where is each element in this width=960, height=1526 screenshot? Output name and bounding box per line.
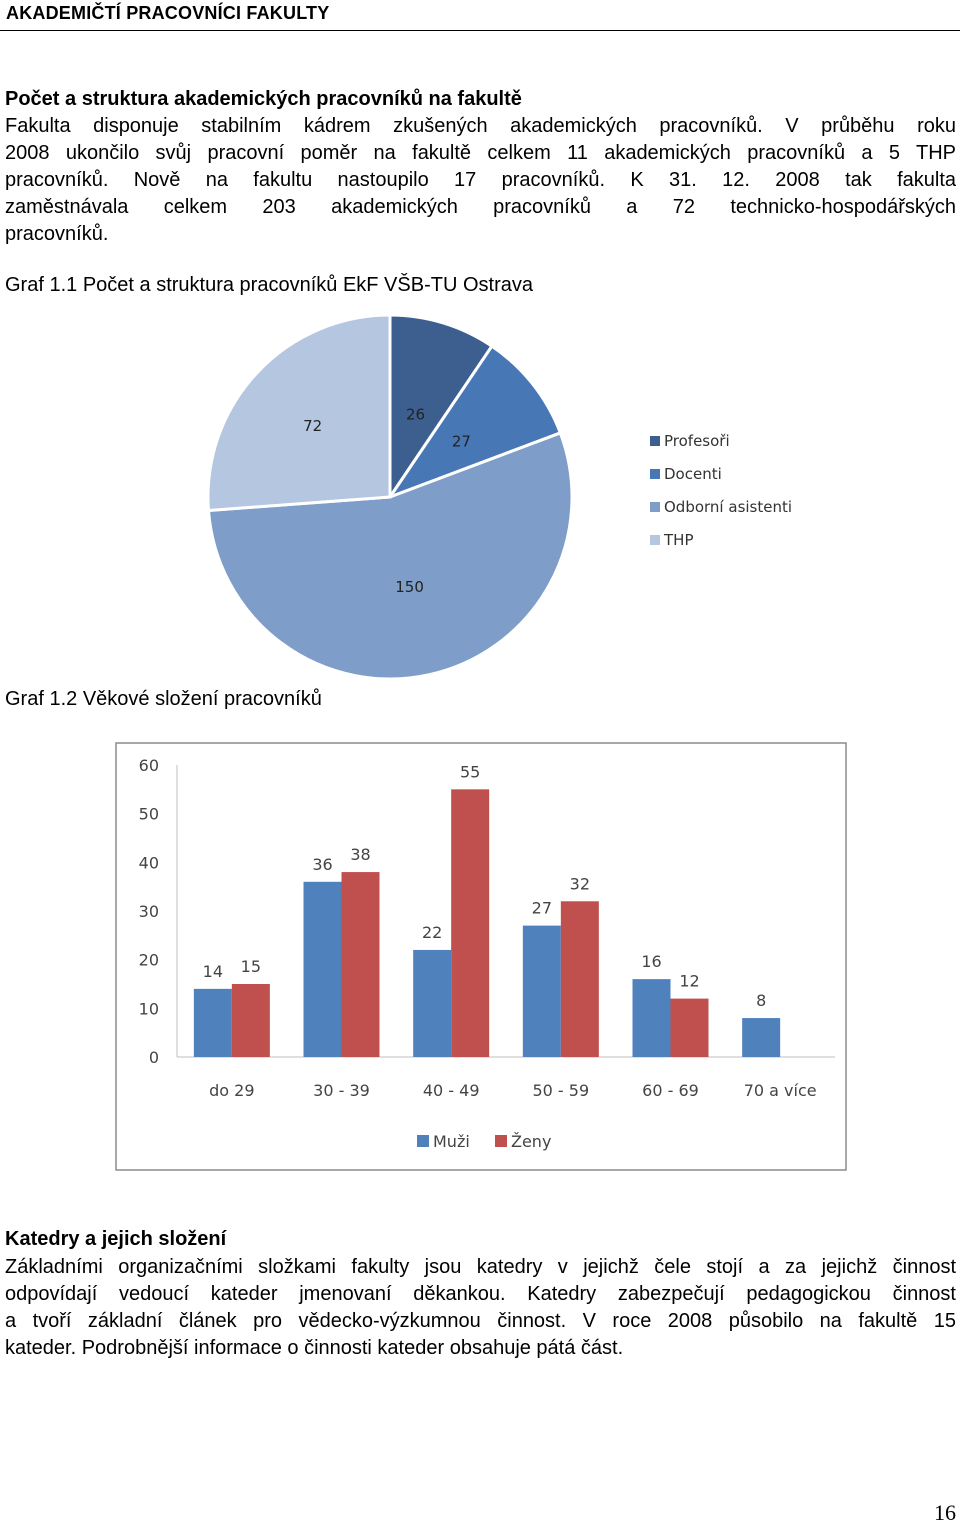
- bar-data-label: 32: [570, 874, 590, 893]
- bar-data-label: 27: [532, 899, 552, 918]
- bar: [231, 984, 270, 1057]
- pie-chart: 26 27 150 72 Profesoři Docenti Odborní asisten…: [206, 313, 792, 681]
- pie-slice: [206, 430, 574, 681]
- bar: [632, 979, 671, 1057]
- section1-line: pracovníků.: [5, 223, 109, 245]
- section2-line: kateder. Podrobnější informace o činnost…: [5, 1337, 624, 1359]
- legend-label: Docenti: [664, 465, 722, 483]
- page-header: AKADEMIČTÍ PRACOVNÍCI FAKULTY: [0, 0, 960, 31]
- section2-line: odpovídají vedoucí kateder jmenovaní děk…: [5, 1283, 956, 1305]
- bar: [670, 998, 709, 1057]
- pie-data-label: 27: [452, 433, 471, 451]
- x-tick-label: 70 a více: [744, 1081, 817, 1100]
- bar-data-label: 38: [350, 845, 370, 864]
- graph1-caption: Graf 1.1 Počet a struktura pracovníků Ek…: [5, 274, 533, 296]
- page-number: 16: [934, 1500, 956, 1525]
- legend-swatch: [650, 436, 660, 446]
- graph2-caption: Graf 1.2 Věkové složení pracovníků: [5, 688, 322, 710]
- bar-data-label: 12: [679, 972, 699, 991]
- bar-chart: 0 10 20 30 40 50 60 14 15 do 29 36 38 30 - 39 22 55 40 …: [115, 742, 847, 1171]
- legend-swatch: [650, 535, 660, 545]
- x-tick-label: do 29: [209, 1081, 254, 1100]
- bar-data-label: 15: [241, 957, 261, 976]
- y-tick-label: 30: [139, 902, 159, 921]
- legend-swatch: [650, 469, 660, 479]
- section1-heading: Počet a struktura akademických pracovník…: [5, 88, 522, 110]
- section1-line: pracovníků. Nově na fakultu nastoupilo 1…: [5, 169, 956, 191]
- section1-paragraph: Fakulta disponuje stabilním kádrem zkuše…: [5, 113, 956, 248]
- bar: [413, 949, 452, 1057]
- legend-label: Muži: [433, 1132, 470, 1151]
- y-tick-label: 40: [139, 853, 159, 872]
- section2-line: Základními organizačními složkami fakult…: [5, 1256, 956, 1278]
- legend-swatch: [650, 502, 660, 512]
- legend-swatch: [417, 1135, 429, 1147]
- pie-data-label: 72: [303, 417, 322, 435]
- legend-label: Odborní asistenti: [664, 498, 792, 516]
- legend-label: Profesoři: [664, 432, 730, 450]
- y-tick-label: 60: [139, 756, 159, 775]
- x-tick-label: 40 - 49: [423, 1081, 480, 1100]
- legend-label: Ženy: [511, 1132, 551, 1151]
- pie-data-label: 26: [406, 405, 425, 423]
- y-tick-label: 0: [149, 1048, 159, 1067]
- bar-data-label: 55: [460, 762, 480, 781]
- legend-swatch: [495, 1135, 507, 1147]
- section2-paragraph: Základními organizačními složkami fakult…: [5, 1254, 956, 1362]
- section2-heading: Katedry a jejich složení: [5, 1228, 227, 1250]
- bar: [522, 925, 561, 1057]
- pie-slice: [388, 313, 494, 502]
- y-tick-label: 10: [139, 999, 159, 1018]
- pie-data-label: 150: [395, 578, 424, 596]
- legend-label: THP: [663, 531, 694, 549]
- bar-data-label: 36: [312, 855, 332, 874]
- y-tick-label: 20: [139, 951, 159, 970]
- section1-line: Fakulta disponuje stabilním kádrem zkuše…: [5, 115, 956, 137]
- section2-line: a tvoří základní článek pro vědecko-výzk…: [5, 1310, 956, 1332]
- section1-line: zaměstnávala celkem 203 akademických pra…: [5, 196, 956, 218]
- bar-data-label: 16: [641, 952, 661, 971]
- section1-line: 2008 ukončilo svůj pracovní poměr na fak…: [5, 142, 956, 164]
- bar: [193, 988, 232, 1057]
- bar: [742, 1018, 781, 1057]
- x-tick-label: 30 - 39: [313, 1081, 370, 1100]
- bar-data-label: 8: [756, 991, 766, 1010]
- y-tick-label: 50: [139, 805, 159, 824]
- bar: [303, 881, 342, 1057]
- x-tick-label: 50 - 59: [532, 1081, 589, 1100]
- bar: [341, 872, 380, 1057]
- bar: [560, 901, 599, 1057]
- pie-slice: [206, 313, 392, 513]
- bar-data-label: 14: [203, 962, 223, 981]
- pie-slice: [386, 344, 563, 501]
- x-tick-label: 60 - 69: [642, 1081, 699, 1100]
- bar-data-label: 22: [422, 923, 442, 942]
- bar: [451, 789, 490, 1057]
- header-title: AKADEMIČTÍ PRACOVNÍCI FAKULTY: [6, 3, 330, 23]
